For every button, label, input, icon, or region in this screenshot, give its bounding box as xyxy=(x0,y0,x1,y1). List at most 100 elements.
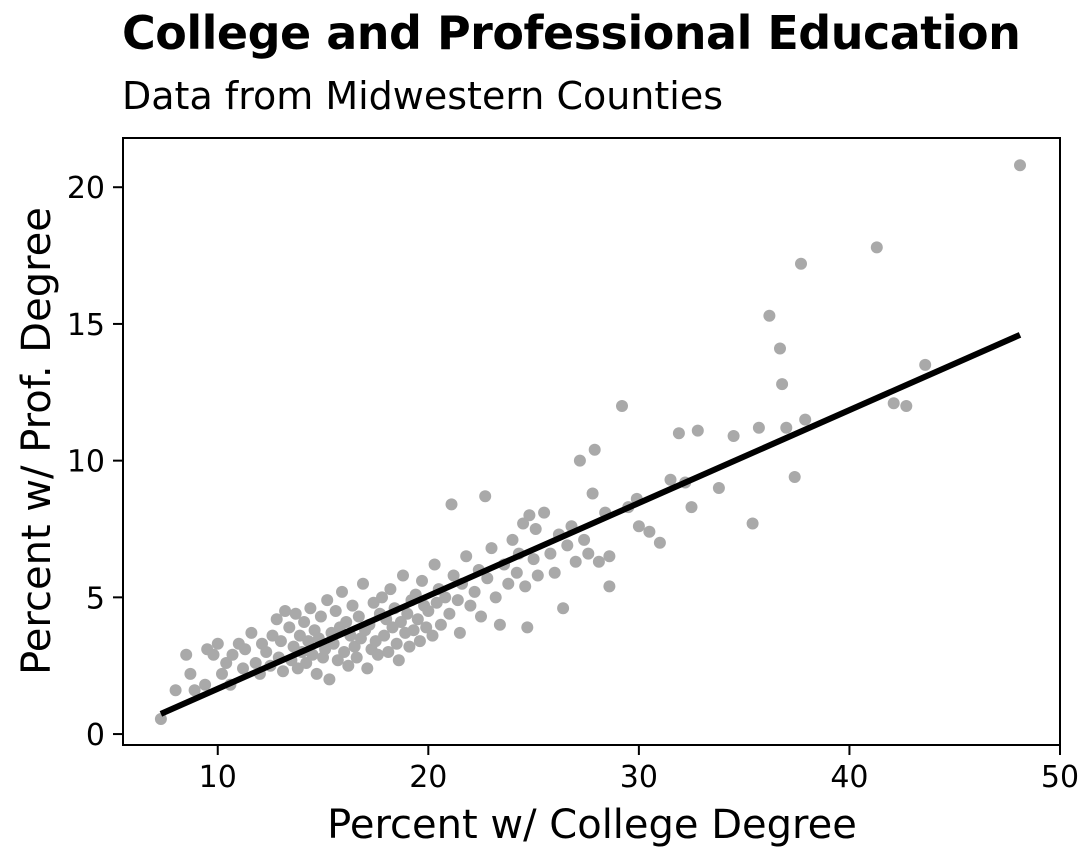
data-point xyxy=(475,610,487,623)
data-point xyxy=(870,241,883,254)
data-point xyxy=(220,657,233,669)
data-point xyxy=(616,400,628,412)
data-point xyxy=(788,471,801,483)
data-point xyxy=(304,602,317,615)
data-point xyxy=(506,533,519,546)
data-point xyxy=(588,443,601,456)
data-point xyxy=(283,621,296,634)
data-point xyxy=(799,413,812,426)
data-point xyxy=(371,648,384,661)
data-point xyxy=(314,610,327,623)
data-point xyxy=(319,643,332,656)
data-point xyxy=(426,629,439,642)
data-point xyxy=(887,397,900,410)
data-point xyxy=(573,454,586,467)
x-tick-label: 10 xyxy=(199,760,237,795)
data-point xyxy=(538,506,551,519)
data-point xyxy=(919,358,932,371)
data-point xyxy=(510,566,523,579)
plot-frame xyxy=(122,137,1061,746)
data-point xyxy=(519,580,532,593)
data-point xyxy=(502,577,515,590)
data-point xyxy=(489,591,502,604)
data-point xyxy=(691,424,704,437)
x-axis-label: Percent w/ College Degree xyxy=(327,802,857,848)
data-point xyxy=(346,599,359,612)
data-point xyxy=(1014,159,1026,172)
data-point xyxy=(517,517,530,530)
data-point xyxy=(277,665,289,678)
data-point xyxy=(531,569,544,582)
y-tick-label: 0 xyxy=(86,718,105,753)
data-points xyxy=(154,159,1026,725)
data-point xyxy=(672,427,685,440)
data-point xyxy=(226,648,239,661)
data-point xyxy=(340,616,353,628)
data-point xyxy=(376,591,388,604)
y-tick-label: 20 xyxy=(67,171,105,206)
data-point xyxy=(302,635,315,648)
data-point xyxy=(780,421,793,434)
data-point xyxy=(184,667,197,680)
data-point xyxy=(481,572,494,585)
data-point xyxy=(603,550,616,563)
data-point xyxy=(603,580,616,593)
data-point xyxy=(338,646,351,658)
data-point xyxy=(557,602,570,615)
data-point xyxy=(443,607,456,620)
trend-line-layer xyxy=(159,332,1022,717)
data-point xyxy=(154,713,167,725)
y-tick-label: 15 xyxy=(67,308,105,343)
data-point xyxy=(199,678,212,691)
data-point xyxy=(685,501,698,514)
data-point xyxy=(348,640,361,653)
x-tick-label: 40 xyxy=(830,760,868,795)
chart-subtitle: Data from Midwestern Counties xyxy=(122,74,724,118)
data-point xyxy=(464,599,477,612)
data-point xyxy=(279,605,292,617)
data-point xyxy=(752,421,765,434)
data-point xyxy=(578,533,591,546)
x-tick-label: 20 xyxy=(409,760,447,795)
data-point xyxy=(561,539,574,552)
data-point xyxy=(592,555,605,568)
data-point xyxy=(310,667,323,680)
data-point xyxy=(544,547,557,560)
data-point xyxy=(239,643,252,656)
data-point xyxy=(479,490,492,503)
data-point xyxy=(485,542,498,555)
data-point xyxy=(216,667,228,680)
data-point xyxy=(763,309,776,322)
data-point xyxy=(342,659,355,672)
data-point xyxy=(401,607,414,620)
data-point xyxy=(632,520,645,533)
data-point xyxy=(188,684,201,697)
data-point xyxy=(493,618,506,631)
data-point xyxy=(774,342,786,355)
data-point xyxy=(249,657,262,669)
data-point xyxy=(527,553,540,566)
data-point xyxy=(430,596,443,609)
data-point xyxy=(664,473,677,486)
data-point xyxy=(422,605,435,617)
data-point xyxy=(586,487,599,500)
data-point xyxy=(403,640,416,653)
data-point xyxy=(352,610,365,623)
data-point xyxy=(523,509,536,522)
data-point xyxy=(390,637,403,650)
data-point xyxy=(727,430,740,442)
x-tick-label: 50 xyxy=(1041,760,1079,795)
data-point xyxy=(428,558,441,571)
data-point xyxy=(643,525,656,538)
data-point xyxy=(300,657,313,669)
data-point xyxy=(237,662,249,675)
data-point xyxy=(298,616,311,628)
chart-title: College and Professional Education xyxy=(122,6,1021,60)
data-point xyxy=(392,654,405,667)
data-point xyxy=(582,547,595,560)
data-point xyxy=(361,662,374,675)
data-point xyxy=(529,523,542,535)
data-point xyxy=(289,607,302,620)
data-point xyxy=(378,629,391,642)
